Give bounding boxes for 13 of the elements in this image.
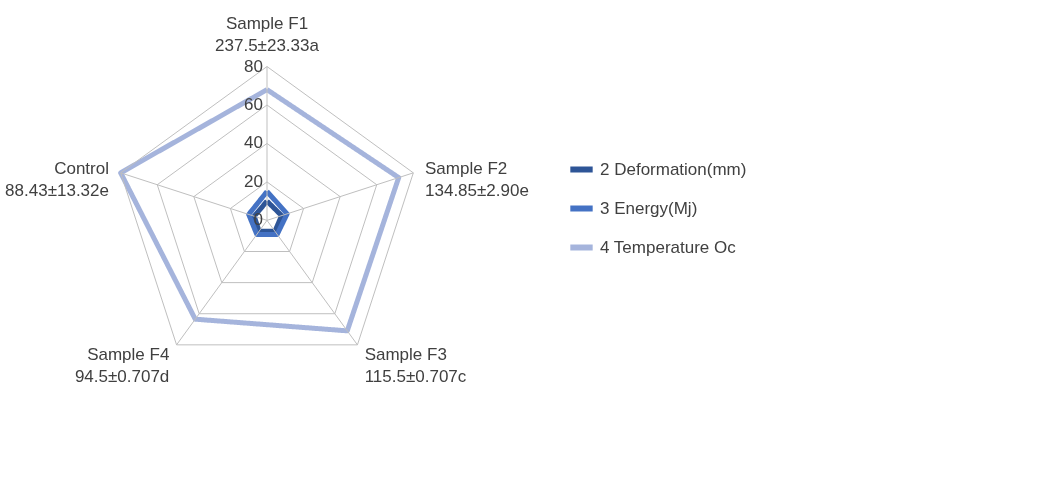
legend-label: 3 Energy(Mj) — [600, 198, 698, 218]
y-tick-label: 20 — [244, 171, 263, 191]
y-tick-label: 40 — [244, 133, 263, 153]
spoke-label: Sample F4 94.5±0.707d — [74, 344, 170, 386]
spoke-label: Control 88.43±13.32e — [5, 159, 109, 201]
spoke-label: Sample F3 115.5±0.707c — [364, 344, 467, 386]
spoke-label: Sample F1 237.5±23.33a — [215, 14, 320, 56]
spoke-label: Sample F2 134.85±2.90e — [425, 159, 529, 201]
legend-label: 4 Temperature Oc — [600, 237, 737, 257]
legend-label: 2 Deformation(mm) — [600, 159, 747, 179]
y-tick-label: 80 — [244, 56, 263, 76]
y-tick-label: 60 — [244, 95, 263, 114]
y-tick-label: 0 — [253, 210, 263, 230]
